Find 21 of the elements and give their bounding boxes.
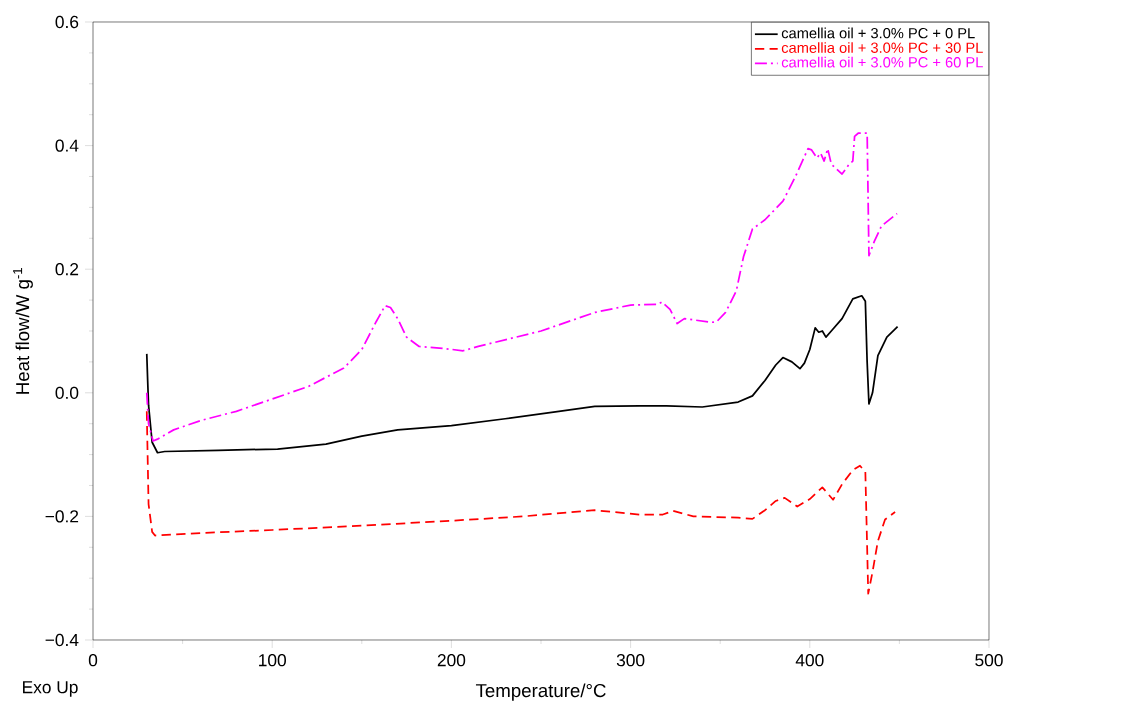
y-axis-title: Heat flow/W g$^{-1}$ [13, 268, 33, 394]
legend-label: camellia oil + 3.0% PC + 60 PL [781, 56, 983, 68]
y-tick-label: 0.2 [55, 263, 79, 276]
x-tick-label: 100 [259, 654, 286, 667]
x-tick-label: 300 [616, 654, 645, 667]
text: Exo Up [23, 681, 78, 697]
x-axis-title: Temperature/°C [475, 683, 606, 702]
x-tick-label: 200 [437, 654, 466, 667]
y-tick-label: 0.4 [55, 139, 79, 152]
y-tick-label: 0.6 [55, 16, 79, 29]
x-tick-label: 0 [88, 654, 98, 667]
y-tick-label: −0.2 [45, 510, 79, 523]
x-tick-label: 400 [795, 654, 824, 667]
legend-label: camellia oil + 3.0% PC + 30 PL [781, 42, 983, 54]
line-series [145, 295, 899, 454]
legend-label: camellia oil + 3.0% PC + 0 PL [781, 27, 975, 39]
y-tick-label: −0.4 [45, 634, 79, 647]
line-series [145, 132, 898, 443]
x-tick-label: 500 [975, 654, 1003, 667]
line-series [145, 410, 896, 595]
y-tick-label: 0.0 [55, 386, 79, 400]
